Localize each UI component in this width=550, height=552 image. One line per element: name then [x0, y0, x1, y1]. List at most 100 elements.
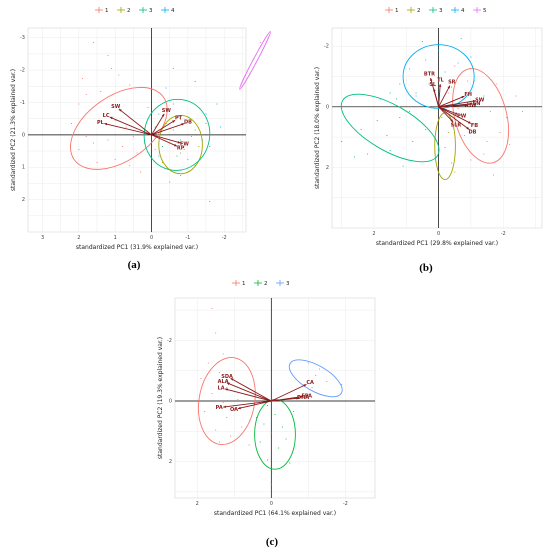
- point-label: •: [447, 131, 449, 135]
- xlabel-b: standardized PC1 (29.8% explained var.): [376, 240, 498, 247]
- x-tick-label: -2: [222, 235, 227, 241]
- point-label: •: [118, 74, 120, 78]
- point-label: •: [161, 145, 163, 149]
- point-label: •: [408, 67, 410, 71]
- point-label: •: [81, 77, 83, 81]
- legend-label: 1: [105, 8, 109, 14]
- loading-arrow: [438, 95, 465, 108]
- point-label: •: [457, 107, 459, 111]
- point-label: •: [198, 145, 200, 149]
- point-label: •: [111, 67, 113, 71]
- marks-a: • • • • • • • • • • • • • • • • • • • • • • • • • • • • • • • • • • • • • • • •…: [70, 31, 271, 204]
- point-label: •: [172, 103, 174, 107]
- point-label: •: [274, 413, 276, 417]
- point-label: •: [194, 129, 196, 133]
- loading-arrow: [151, 123, 185, 136]
- loading-arrow: [271, 397, 300, 402]
- point-label: •: [447, 92, 449, 96]
- point-label: •: [428, 83, 430, 87]
- variable-label: HW: [467, 103, 477, 109]
- legend-c: 1 2 3: [232, 280, 290, 287]
- point-label: •: [107, 54, 109, 58]
- point-label: •: [483, 95, 485, 99]
- caption-c: (c): [266, 536, 279, 548]
- point-label: •: [421, 40, 423, 44]
- point-label: •: [522, 110, 524, 114]
- point-label: •: [220, 125, 222, 129]
- point-label: •: [226, 386, 228, 390]
- point-label: •: [496, 83, 498, 87]
- arrow-head: [303, 384, 307, 387]
- loading-arrow: [151, 134, 178, 147]
- variable-label: SW: [162, 108, 172, 114]
- y-tick-label: 0: [22, 132, 25, 138]
- legend-label: 3: [286, 281, 290, 287]
- point-label: •: [85, 135, 87, 139]
- group-ellipse: [340, 93, 440, 163]
- point-label: •: [233, 407, 235, 411]
- point-label: •: [92, 41, 94, 45]
- loading-arrow: [438, 104, 468, 108]
- group-ellipse: [158, 114, 203, 175]
- point-label: •: [241, 425, 243, 429]
- arrow-head: [161, 113, 165, 117]
- point-label: •: [267, 459, 269, 463]
- legend-label: 1: [242, 281, 246, 287]
- point-label: •: [121, 145, 123, 149]
- point-label: •: [216, 103, 218, 107]
- point-label: •: [169, 142, 171, 146]
- point-label: •: [480, 98, 482, 102]
- x-tick-label: 2: [77, 235, 80, 241]
- point-label: •: [483, 152, 485, 156]
- point-label: •: [450, 86, 452, 90]
- plot-area-b: [331, 27, 543, 229]
- x-tick-label: 1: [114, 235, 117, 241]
- loading-arrow: [438, 106, 472, 124]
- arrow-head: [466, 126, 470, 130]
- y-tick-label: -2: [20, 68, 25, 74]
- point-label: •: [114, 158, 116, 162]
- point-label: •: [505, 116, 507, 120]
- arrow-head: [230, 378, 234, 381]
- ylabel-a: standardized PC2 (21.3% explained var.): [10, 69, 17, 191]
- point-label: •: [470, 158, 472, 162]
- loading-arrow: [438, 100, 476, 108]
- point-label: •: [396, 98, 398, 102]
- variable-label: OA: [230, 407, 238, 413]
- point-label: •: [252, 57, 254, 61]
- point-label: •: [408, 110, 410, 114]
- point-label: •: [207, 362, 209, 366]
- xlabel-c: standardized PC1 (64.1% explained var.): [214, 510, 336, 517]
- point-label: •: [476, 122, 478, 126]
- legend-label: 1: [395, 8, 399, 14]
- point-label: •: [187, 158, 189, 162]
- point-label: •: [441, 116, 443, 120]
- point-label: •: [140, 171, 142, 175]
- x-tick-label: -2: [343, 501, 348, 507]
- point-label: •: [205, 112, 207, 116]
- point-label: •: [415, 95, 417, 99]
- variable-label: PT: [175, 116, 183, 122]
- variable-label: SW: [111, 104, 121, 110]
- point-label: •: [425, 128, 427, 132]
- point-label: •: [267, 404, 269, 408]
- point-label: •: [132, 135, 134, 139]
- point-label: •: [499, 131, 501, 135]
- point-label: •: [125, 125, 127, 129]
- point-label: •: [222, 401, 224, 405]
- point-label: •: [438, 49, 440, 53]
- arrow-head: [104, 122, 108, 126]
- loading-arrow: [438, 85, 451, 107]
- point-label: •: [226, 416, 228, 420]
- point-label: •: [379, 98, 381, 102]
- group-ellipse: [70, 86, 168, 170]
- arrow-head: [461, 96, 465, 99]
- arrow-head: [225, 388, 228, 391]
- arrow-head: [467, 121, 471, 124]
- point-label: •: [326, 380, 328, 384]
- point-label: •: [204, 410, 206, 414]
- variable-label: BTR: [424, 72, 435, 78]
- arrow-head: [118, 108, 122, 112]
